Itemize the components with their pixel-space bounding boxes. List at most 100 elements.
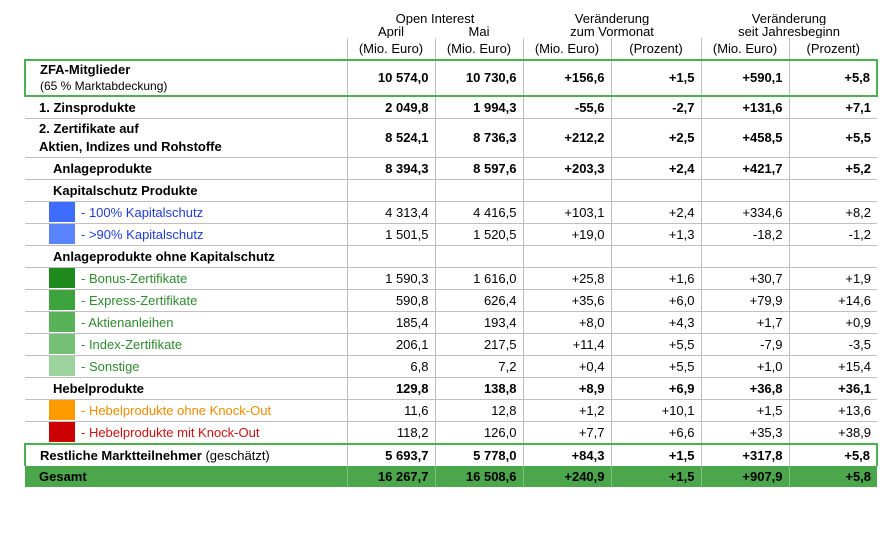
cell: +8,2 [788, 201, 878, 224]
row-express: - Express-Zertifikate 590,8 626,4 +35,6 … [25, 289, 878, 312]
cell: +1,7 [700, 311, 790, 334]
header-units-row: (Mio. Euro) (Mio. Euro) (Mio. Euro) (Pro… [25, 38, 878, 61]
label-zins: 1. Zinsprodukte [25, 96, 347, 119]
cell: +0,9 [788, 311, 878, 334]
cell: 118,2 [346, 421, 435, 445]
cell: +35,6 [522, 289, 611, 312]
cell: -7,9 [700, 333, 790, 356]
cell: +13,6 [788, 399, 878, 422]
unit-vormonat-prozent: (Prozent) [610, 38, 702, 61]
row-kap100: - 100% Kapitalschutz 4 313,4 4 416,5 +10… [25, 201, 878, 224]
cell: +1,5 [610, 59, 702, 97]
cell: 217,5 [434, 333, 523, 356]
cell: +5,5 [610, 333, 702, 356]
color-swatch [49, 224, 75, 244]
row-zinsprodukte: 1. Zinsprodukte 2 049,8 1 994,3 -55,6 -2… [25, 96, 878, 119]
label-kapitalschutz-head: Kapitalschutz Produkte [25, 179, 347, 202]
cell: 1 501,5 [346, 223, 435, 246]
label-aktien: - Aktienanleihen [81, 315, 174, 330]
cell: +10,1 [610, 399, 702, 422]
cell: -2,7 [610, 96, 702, 119]
row-anlageprodukte: Anlageprodukte 8 394,3 8 597,6 +203,3 +2… [25, 157, 878, 180]
label-restliche-sub: (geschätzt) [201, 448, 270, 463]
header-april: April [377, 25, 404, 38]
cell: +458,5 [700, 118, 790, 158]
color-swatch [49, 202, 75, 222]
cell: +2,4 [610, 157, 702, 180]
cell: +0,4 [522, 355, 611, 378]
row-hebel-mit-ko: - Hebelprodukte mit Knock-Out 118,2 126,… [25, 421, 878, 445]
label-kap90: - >90% Kapitalschutz [81, 227, 204, 242]
cell: 193,4 [434, 311, 523, 334]
cell: +25,8 [522, 267, 611, 290]
cell: +19,0 [522, 223, 611, 246]
color-swatch [49, 422, 75, 442]
header-vormonat-2: zum Vormonat [570, 25, 654, 38]
unit-april: (Mio. Euro) [346, 38, 435, 61]
cell: +4,3 [610, 311, 702, 334]
cell: 206,1 [346, 333, 435, 356]
cell: 6,8 [346, 355, 435, 378]
cell: +5,2 [788, 157, 878, 180]
row-zfa-mitglieder: ZFA-Mitglieder (65 % Marktabdeckung) 10 … [24, 59, 879, 97]
cell: 4 416,5 [434, 201, 523, 224]
header-open-interest: Open Interest [395, 12, 475, 25]
cell: 8 597,6 [434, 157, 523, 180]
cell: 129,8 [346, 377, 435, 400]
cell: +1,9 [788, 267, 878, 290]
cell: 7,2 [434, 355, 523, 378]
cell: 590,8 [346, 289, 435, 312]
cell: 5 778,0 [434, 443, 523, 466]
cell: 138,8 [434, 377, 523, 400]
cell: +1,5 [610, 466, 702, 487]
cell: +8,0 [522, 311, 611, 334]
cell: 1 994,3 [434, 96, 523, 119]
cell: +5,8 [788, 443, 879, 466]
cell: +212,2 [522, 118, 611, 158]
row-ohne-kapitalschutz-head: Anlageprodukte ohne Kapitalschutz [25, 245, 878, 268]
unit-vormonat-euro: (Mio. Euro) [522, 38, 611, 61]
header-row-2: April Mai zum Vormonat seit Jahresbeginn [25, 25, 877, 38]
cell: +8,9 [522, 377, 611, 400]
cell: +1,5 [610, 443, 702, 466]
cell: +203,3 [522, 157, 611, 180]
label-gesamt: Gesamt [25, 466, 347, 487]
open-interest-table-wrap: Open Interest Veränderung Veränderung Ap… [24, 12, 879, 487]
cell: +103,1 [522, 201, 611, 224]
cell: +317,8 [700, 443, 790, 466]
label-express: - Express-Zertifikate [81, 293, 198, 308]
label-zfa: ZFA-Mitglieder [40, 62, 131, 77]
row-sonstige: - Sonstige 6,8 7,2 +0,4 +5,5 +1,0 +15,4 [25, 355, 878, 378]
cell: +1,2 [522, 399, 611, 422]
label-bonus: - Bonus-Zertifikate [81, 271, 188, 286]
cell: 1 616,0 [434, 267, 523, 290]
row-index: - Index-Zertifikate 206,1 217,5 +11,4 +5… [25, 333, 878, 356]
cell: -55,6 [522, 96, 611, 119]
label-hebel-ohne: - Hebelprodukte ohne Knock-Out [81, 403, 272, 418]
cell: -3,5 [788, 333, 878, 356]
label-hebel-mit: - Hebelprodukte mit Knock-Out [81, 425, 260, 440]
cell: 626,4 [434, 289, 523, 312]
color-swatch [49, 356, 75, 376]
cell: 8 394,3 [346, 157, 435, 180]
row-zertifikate: 2. Zertifikate auf Aktien, Indizes und R… [25, 118, 878, 158]
color-swatch [49, 334, 75, 354]
cell: +7,7 [522, 421, 611, 445]
cell: +15,4 [788, 355, 878, 378]
cell: +131,6 [700, 96, 790, 119]
cell: +2,4 [610, 201, 702, 224]
unit-mai: (Mio. Euro) [434, 38, 523, 61]
cell: +5,5 [788, 118, 878, 158]
label-zert: 2. Zertifikate auf [39, 121, 139, 136]
color-swatch [49, 312, 75, 332]
cell: +156,6 [522, 59, 611, 97]
cell: 12,8 [434, 399, 523, 422]
cell: 11,6 [346, 399, 435, 422]
cell: 2 049,8 [346, 96, 435, 119]
cell: 126,0 [434, 421, 523, 445]
label-zfa-sub: (65 % Marktabdeckung) [40, 79, 168, 93]
cell: 4 313,4 [346, 201, 435, 224]
cell: +5,5 [610, 355, 702, 378]
cell: +1,3 [610, 223, 702, 246]
header-jahr-2: seit Jahresbeginn [738, 25, 840, 38]
